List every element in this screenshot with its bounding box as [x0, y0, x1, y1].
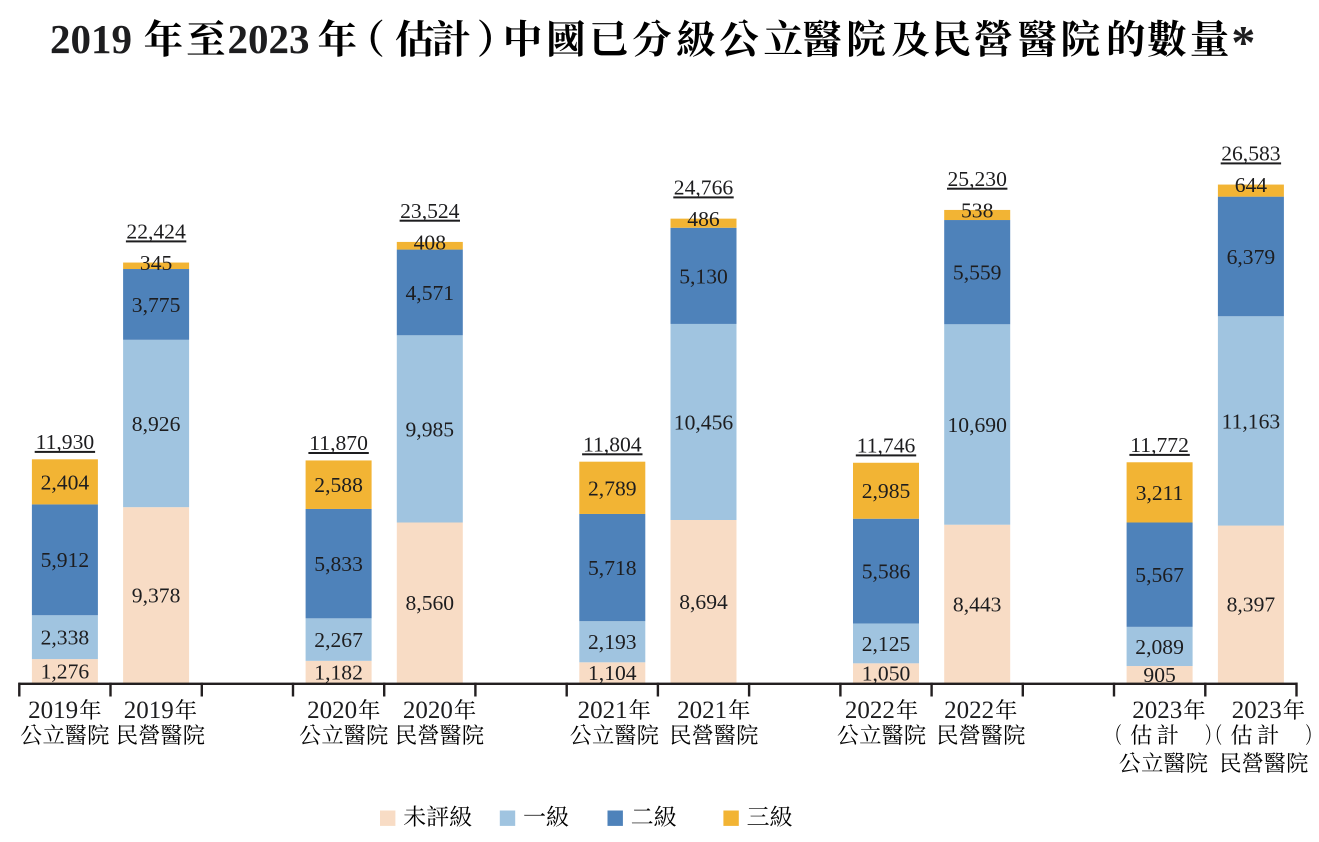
svg-text:8,694: 8,694 [679, 590, 728, 614]
svg-text:2019: 2019 [50, 16, 132, 62]
svg-text:2023: 2023 [228, 16, 310, 62]
svg-text:23,524: 23,524 [400, 199, 460, 223]
svg-text:3,775: 3,775 [132, 293, 181, 317]
svg-text:8,560: 8,560 [406, 591, 455, 615]
svg-text:9,378: 9,378 [132, 584, 181, 608]
svg-text:5,586: 5,586 [862, 560, 911, 584]
svg-text:11,804: 11,804 [583, 433, 642, 457]
svg-text:24,766: 24,766 [674, 176, 734, 200]
svg-text:2,089: 2,089 [1135, 635, 1184, 659]
svg-text:2,193: 2,193 [588, 630, 637, 654]
svg-text:1,276: 1,276 [41, 660, 90, 684]
svg-text:2019: 2019 [28, 697, 78, 724]
svg-text:11,930: 11,930 [36, 430, 95, 454]
svg-text:2,985: 2,985 [862, 479, 911, 503]
svg-text:5,718: 5,718 [588, 556, 637, 580]
svg-text:11,746: 11,746 [857, 434, 916, 458]
svg-text:*: * [1231, 17, 1255, 70]
svg-text:408: 408 [414, 230, 446, 254]
svg-text:8,926: 8,926 [132, 412, 181, 436]
svg-text:11,772: 11,772 [1130, 433, 1189, 457]
svg-text:2020: 2020 [307, 697, 357, 724]
svg-text:10,456: 10,456 [674, 410, 734, 434]
svg-text:2023: 2023 [1132, 697, 1182, 724]
svg-text:2021: 2021 [578, 697, 628, 724]
svg-text:5,559: 5,559 [953, 261, 1002, 285]
svg-text:905: 905 [1143, 663, 1175, 687]
svg-text:538: 538 [961, 198, 993, 222]
svg-text:6,379: 6,379 [1227, 245, 1276, 269]
svg-text:2022: 2022 [845, 697, 895, 724]
svg-text:10,690: 10,690 [948, 413, 1007, 437]
svg-text:3,211: 3,211 [1136, 481, 1184, 505]
svg-text:26,583: 26,583 [1221, 142, 1280, 166]
svg-text:345: 345 [140, 251, 172, 275]
svg-text:2,588: 2,588 [314, 473, 363, 497]
svg-text:5,130: 5,130 [679, 264, 728, 288]
svg-text:25,230: 25,230 [948, 167, 1007, 191]
svg-text:5,833: 5,833 [314, 552, 363, 576]
svg-text:2023: 2023 [1232, 697, 1282, 724]
svg-text:2020: 2020 [403, 697, 453, 724]
svg-text:2,125: 2,125 [862, 632, 911, 656]
svg-text:11,163: 11,163 [1222, 409, 1281, 433]
svg-text:2022: 2022 [944, 697, 994, 724]
svg-text:2,338: 2,338 [41, 626, 90, 650]
svg-text:22,424: 22,424 [126, 220, 186, 244]
svg-text:8,443: 8,443 [953, 592, 1002, 616]
svg-text:11,870: 11,870 [309, 431, 368, 455]
svg-text:644: 644 [1235, 173, 1268, 197]
svg-text:4,571: 4,571 [406, 281, 455, 305]
svg-text:2021: 2021 [677, 697, 727, 724]
svg-text:1,182: 1,182 [314, 660, 363, 684]
svg-text:1,050: 1,050 [862, 662, 911, 686]
svg-text:2019: 2019 [124, 697, 174, 724]
svg-text:8,397: 8,397 [1227, 593, 1276, 617]
svg-text:5,912: 5,912 [41, 548, 90, 572]
svg-text:486: 486 [687, 207, 720, 231]
svg-text:2,404: 2,404 [41, 470, 90, 494]
svg-text:9,985: 9,985 [406, 417, 455, 441]
svg-text:2,789: 2,789 [588, 476, 637, 500]
svg-text:2,267: 2,267 [314, 628, 363, 652]
svg-text:1,104: 1,104 [588, 661, 637, 685]
svg-text:5,567: 5,567 [1135, 563, 1184, 587]
